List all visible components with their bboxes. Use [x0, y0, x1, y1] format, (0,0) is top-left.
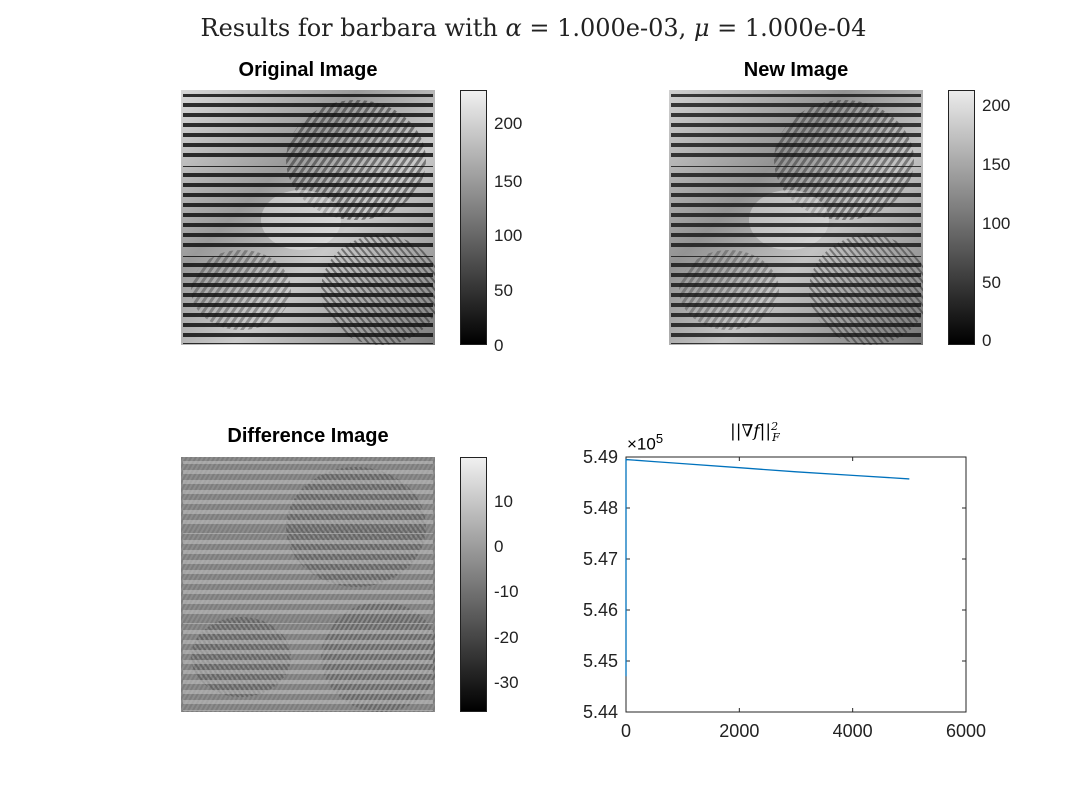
original-image-graphic	[181, 90, 435, 345]
original-colorbar-tick: 0	[494, 336, 504, 355]
line-chart: 0 2000 4000 6000 5.44 5.45 5.46 5.47 5.48 5.49	[583, 447, 986, 741]
new-colorbar	[948, 90, 975, 345]
plot-area	[625, 456, 967, 713]
difference-image-title: Difference Image	[227, 425, 389, 447]
y-tick-label: 5.46	[583, 600, 618, 620]
line-chart-title: ||∇f||2F	[730, 420, 780, 444]
original-colorbar-tick: 150	[494, 172, 523, 191]
new-colorbar-tick: 50	[982, 273, 1001, 292]
x-tick-label: 4000	[833, 721, 873, 741]
original-image-title: Original Image	[238, 59, 378, 81]
difference-colorbar-tick: -30	[494, 673, 519, 692]
new-colorbar-tick: 150	[982, 155, 1011, 174]
x-tick-label: 2000	[719, 721, 759, 741]
new-colorbar-tick: 100	[982, 214, 1011, 233]
y-tick-label: 5.49	[583, 447, 618, 467]
original-colorbar-tick: 100	[494, 226, 523, 245]
figure-title-text: Results for barbara with	[200, 14, 498, 42]
original-colorbar	[460, 90, 487, 345]
y-tick-label: 5.48	[583, 498, 618, 518]
difference-colorbar-tick: -10	[494, 582, 519, 601]
alpha-symbol: α	[505, 14, 522, 42]
difference-colorbar-tick: 10	[494, 492, 513, 511]
original-colorbar-tick: 50	[494, 281, 513, 300]
y-exponent-label: ×105	[627, 431, 663, 455]
mu-symbol: μ	[693, 14, 710, 42]
difference-image-graphic	[181, 457, 435, 712]
y-exponent-base: ×10	[627, 434, 656, 454]
figure-title: Results for barbara with α = 1.000e-03, …	[0, 14, 1067, 42]
original-image	[181, 90, 435, 345]
difference-colorbar-tick: 0	[494, 537, 504, 556]
alpha-value: = 1.000e-03,	[529, 14, 687, 42]
difference-colorbar-tick: -20	[494, 628, 519, 647]
x-tick-label: 6000	[946, 721, 986, 741]
line-chart-title-sup: 2	[771, 420, 779, 433]
y-tick-label: 5.47	[583, 549, 618, 569]
mu-value: = 1.000e-04	[717, 14, 867, 42]
y-tick-label: 5.44	[583, 702, 618, 722]
series-line	[625, 458, 910, 677]
line-chart-title-main: ||∇f||	[730, 421, 772, 442]
new-colorbar-tick: 0	[982, 331, 992, 350]
new-image-graphic	[669, 90, 923, 345]
y-tick-label: 5.45	[583, 651, 618, 671]
y-exponent-power: 5	[655, 431, 664, 446]
new-image-title: New Image	[743, 59, 849, 81]
original-colorbar-tick: 200	[494, 114, 523, 133]
new-image	[669, 90, 923, 345]
x-tick-label: 0	[621, 721, 631, 741]
new-colorbar-tick: 200	[982, 96, 1011, 115]
line-chart-title-sub: F	[772, 431, 780, 445]
difference-image	[181, 457, 435, 712]
difference-colorbar	[460, 457, 487, 712]
